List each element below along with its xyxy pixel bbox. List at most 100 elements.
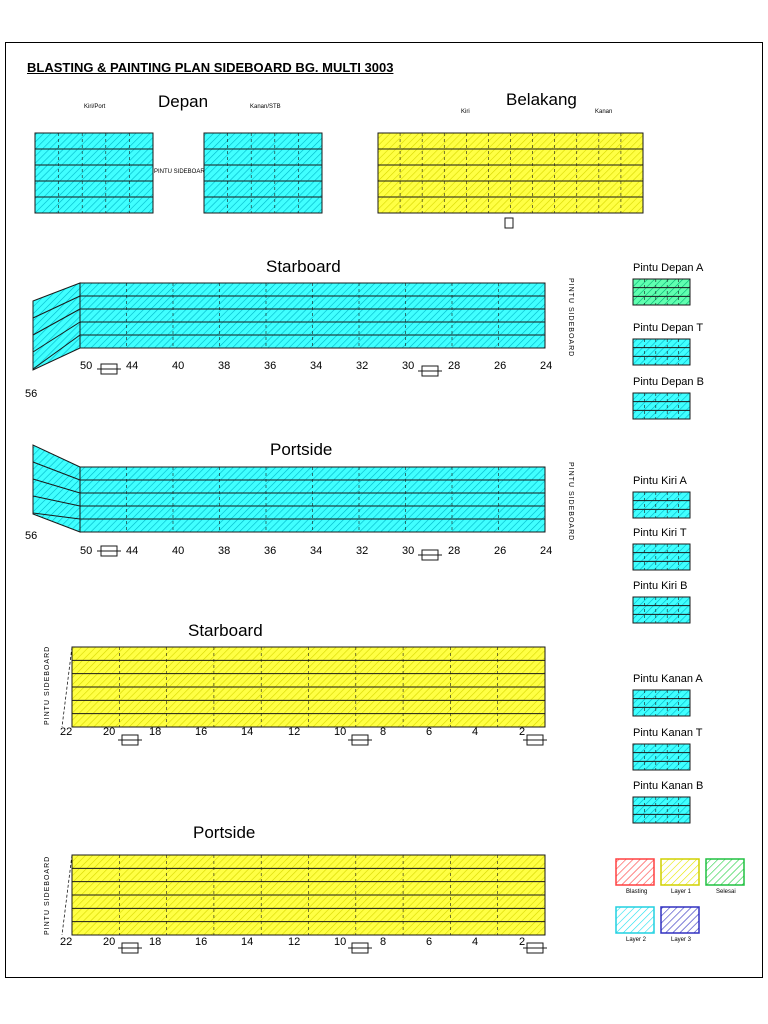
frame-label: 32 — [356, 545, 369, 557]
frame-label: 32 — [356, 360, 369, 372]
frame-label: 4 — [472, 726, 479, 738]
door-label: Pintu Kiri A — [633, 475, 687, 487]
frame-label: 6 — [426, 936, 433, 948]
legend-label: Selesai — [716, 889, 736, 895]
frame-label: 36 — [264, 545, 277, 557]
legend-swatch — [660, 906, 700, 934]
depan-heading: Depan — [158, 92, 209, 111]
panel-3-heading: Starboard — [188, 621, 263, 640]
door-swatch — [632, 796, 691, 824]
belakang-right-label: Kanan — [595, 109, 613, 115]
belakang-left-label: Kiri — [461, 109, 470, 115]
door-swatch — [632, 596, 691, 624]
panel-1-body-wing-line — [32, 321, 81, 353]
frame-label: 28 — [448, 360, 461, 372]
panel-2-frame-56: 56 — [25, 530, 38, 542]
frame-label: 18 — [149, 936, 162, 948]
frame-label: 4 — [472, 936, 479, 948]
door-swatch — [632, 543, 691, 571]
door-label: Pintu Kiri T — [633, 527, 687, 539]
frame-label: 18 — [149, 726, 162, 738]
legend-label: Layer 1 — [671, 889, 692, 895]
frame-label: 36 — [264, 360, 277, 372]
frame-label: 38 — [218, 360, 231, 372]
frame-label: 44 — [126, 360, 139, 372]
frame-label: 34 — [310, 360, 323, 372]
depan-left-block — [34, 132, 154, 214]
belakang-door-symbol — [504, 217, 514, 229]
depan-right-label: Kanan/STB — [250, 104, 281, 110]
frame-label: 44 — [126, 545, 139, 557]
drawing-frame — [5, 42, 763, 978]
legend-label: Layer 2 — [626, 937, 647, 943]
door-swatch — [632, 743, 691, 771]
frame-label: 34 — [310, 545, 323, 557]
frame-label: 20 — [103, 936, 116, 948]
belakang-heading: Belakang — [506, 90, 577, 109]
panel-1-frame-56: 56 — [25, 388, 38, 400]
panel-1-body-wing-line — [32, 334, 81, 370]
frame-label: 30 — [402, 545, 415, 557]
frame-label: 40 — [172, 545, 185, 557]
door-label: Pintu Depan B — [633, 376, 704, 388]
door-label: Pintu Kanan B — [633, 780, 704, 792]
frame-label: 22 — [60, 936, 73, 948]
legend-swatch — [615, 906, 655, 934]
depan-door-label: PINTU SIDEBOARD — [154, 169, 210, 175]
panel-3-edge — [61, 646, 73, 728]
panel-2-body-wing-line — [32, 495, 81, 507]
frame-label: 38 — [218, 545, 231, 557]
frame-label: 6 — [426, 726, 433, 738]
door-label: Pintu Kanan A — [633, 673, 703, 685]
frame-label: 26 — [494, 545, 507, 557]
frame-label: 26 — [494, 360, 507, 372]
frame-label: 2 — [519, 936, 526, 948]
door-swatch — [632, 689, 691, 717]
frame-label: 24 — [540, 545, 553, 557]
panel-1-body-wing-line — [32, 308, 81, 336]
door-swatch — [632, 278, 691, 306]
depan-right-block — [203, 132, 323, 214]
legend-swatch — [615, 858, 655, 886]
legend-swatch — [705, 858, 745, 886]
frame-label: 22 — [60, 726, 73, 738]
frame-label: 30 — [402, 360, 415, 372]
panel-2-heading: Portside — [270, 440, 333, 459]
frame-label: 16 — [195, 726, 208, 738]
panel-2-body-wing-line — [32, 478, 81, 494]
frame-label: 20 — [103, 726, 116, 738]
panel-2-body-wing-line — [32, 461, 81, 481]
door-label: Pintu Kanan T — [633, 727, 703, 739]
frame-label: 2 — [519, 726, 526, 738]
frame-label: 28 — [448, 545, 461, 557]
frame-label: 50 — [80, 545, 93, 557]
plan-title: BLASTING & PAINTING PLAN SIDEBOARD BG. M… — [27, 60, 394, 75]
legend-label: Blasting — [626, 889, 648, 895]
frame-label: 8 — [380, 726, 387, 738]
frame-label: 24 — [540, 360, 553, 372]
frame-label: 12 — [288, 936, 301, 948]
door-swatch — [632, 491, 691, 519]
frame-label: 10 — [334, 936, 347, 948]
panel-1-heading: Starboard — [266, 257, 341, 276]
panel-2-body-wing — [32, 444, 81, 533]
panel-1-body-wing — [32, 282, 81, 371]
panel-2-body-wing-line — [32, 512, 81, 520]
frame-label: 50 — [80, 360, 93, 372]
panel-4-edge — [61, 854, 73, 936]
door-label: Pintu Kiri B — [633, 580, 688, 592]
legend-label: Layer 3 — [671, 937, 692, 943]
door-swatch — [632, 338, 691, 366]
door-label: Pintu Depan T — [633, 322, 704, 334]
frame-label: 8 — [380, 936, 387, 948]
door-swatch — [632, 392, 691, 420]
depan-left-label: Kiri/Port — [84, 104, 106, 110]
frame-label: 14 — [241, 726, 254, 738]
frame-label: 12 — [288, 726, 301, 738]
frame-label: 16 — [195, 936, 208, 948]
frame-label: 14 — [241, 936, 254, 948]
door-label: Pintu Depan A — [633, 262, 704, 274]
frame-label: 40 — [172, 360, 185, 372]
panel-1-body-wing-line — [32, 295, 81, 319]
